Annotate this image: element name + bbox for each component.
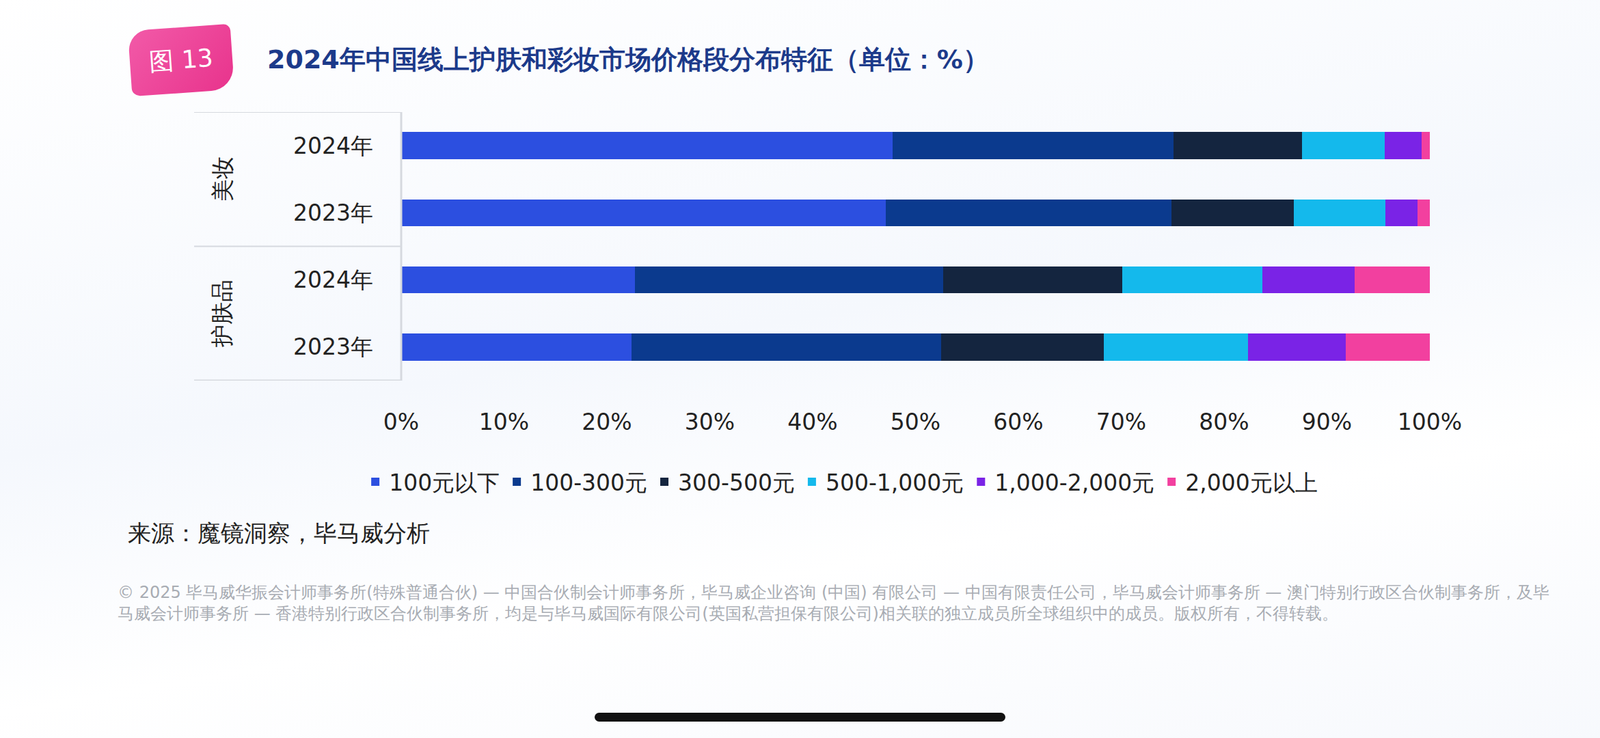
html-text:© 2025 毕马威华振会计师事务所(特殊普通合伙) — 中: © 2025 毕马威华振会计师事务所(特殊普通合伙) — 中国合伙制会计师事务所… (117, 582, 1550, 624)
svg-text:50%: 50% (890, 408, 941, 436)
svg-text:10%: 10% (479, 408, 530, 436)
svg-text:2023年: 2023年 (293, 199, 374, 227)
svg-text:100%: 100% (1397, 408, 1462, 436)
svg-text:30%: 30% (684, 408, 735, 436)
svg-text:40%: 40% (787, 408, 838, 436)
svg-text:20%: 20% (581, 408, 632, 436)
svg-text:0%: 0% (383, 408, 419, 436)
html-text:来源：魔镜洞察，毕马威分析: 来源：魔镜洞察，毕马威分析 (127, 519, 430, 547)
svg-text:100-300元: 100-300元 (530, 469, 648, 497)
svg-text:80%: 80% (1198, 408, 1249, 436)
svg-text:1,000-2,000元: 1,000-2,000元 (994, 469, 1155, 497)
svg-text:100元以下: 100元以下 (388, 469, 500, 497)
svg-text:美妆: 美妆 (209, 156, 236, 202)
html-text:2024年中国线上护肤和彩妆市场价格段分布特征（单位：%）: 2024年中国线上护肤和彩妆市场价格段分布特征（单位：%） (267, 44, 989, 75)
svg-text:2023年: 2023年 (293, 333, 374, 361)
svg-text:90%: 90% (1302, 408, 1352, 436)
html-text:图 13: 图 13 (148, 43, 214, 77)
svg-text:护肤品: 护肤品 (208, 279, 236, 348)
svg-text:2024年: 2024年 (293, 266, 374, 294)
svg-text:2,000元以上: 2,000元以上 (1185, 469, 1318, 497)
svg-text:300-500元: 300-500元 (678, 469, 795, 497)
svg-text:70%: 70% (1096, 408, 1147, 436)
svg-text:2024年: 2024年 (293, 132, 374, 160)
svg-text:500-1,000元: 500-1,000元 (825, 469, 964, 497)
svg-text:60%: 60% (993, 408, 1043, 436)
